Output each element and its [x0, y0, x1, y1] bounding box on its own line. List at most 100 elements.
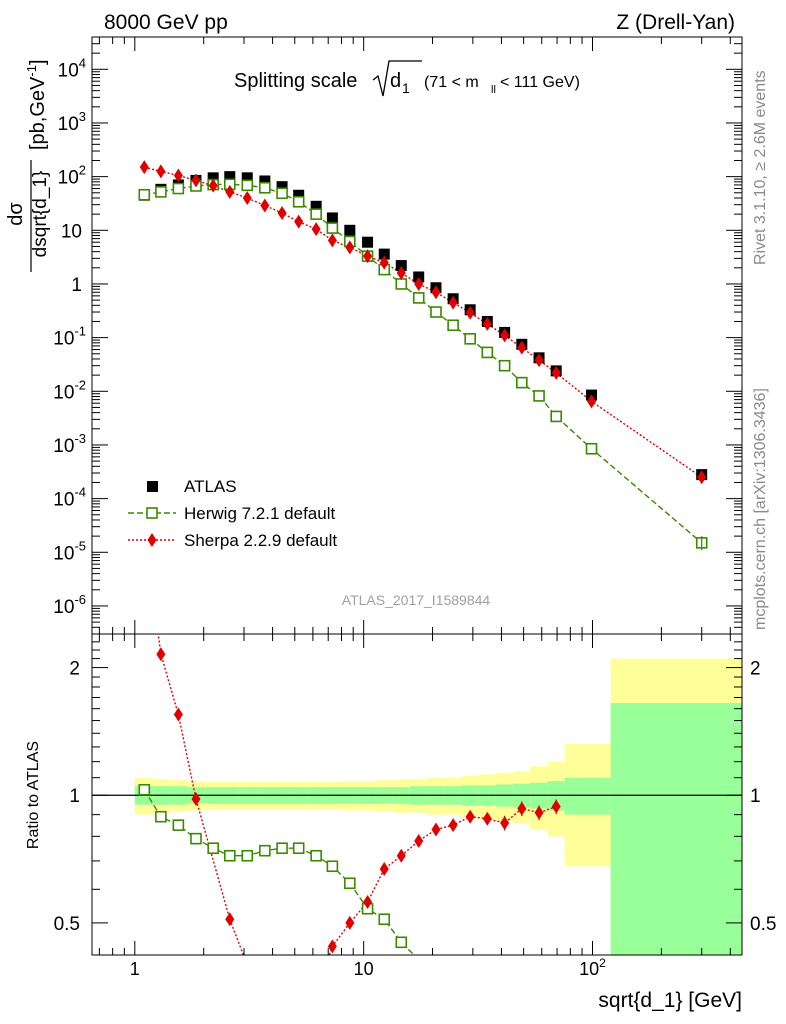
ratio-y-tick-label: 0.5 [54, 914, 80, 935]
sherpa-data-point [587, 394, 597, 409]
y-tick-label-exp: 2 [79, 163, 86, 178]
svg-text:1: 1 [402, 80, 410, 96]
atlas-data-point [241, 172, 253, 184]
atlas-data-point [344, 224, 356, 236]
ratio-y-axis-label: Ratio to ATLAS [25, 741, 42, 849]
ylabel-unit-sup: -1 [24, 65, 39, 77]
title-cut-b: < 111 GeV) [500, 74, 580, 91]
y-tick-label: 102 [58, 163, 86, 189]
ratio-herwig-point [207, 842, 219, 855]
ylabel-unit-b: ] [27, 59, 49, 65]
ratio-sherpa-line-high [328, 805, 557, 955]
title-cut-sub: ll [491, 84, 496, 96]
ratio-sherpa-line-low [157, 634, 245, 955]
ratio-herwig-point [241, 849, 254, 862]
ratio-sherpa-point [431, 822, 441, 837]
y-tick-label-base: 10 [53, 382, 74, 403]
ylabel-numerator: dσ [5, 202, 27, 226]
x-tick-label-base: 10 [354, 959, 374, 979]
herwig-data-point [464, 333, 476, 345]
svg-text:ll: ll [491, 84, 496, 96]
atlas-data-point [362, 236, 374, 248]
y-tick-label-exp: 4 [79, 55, 86, 70]
y-tick-label: 10-5 [53, 538, 86, 564]
ratio-herwig-point [292, 842, 305, 855]
y-tick-label-exp: -4 [74, 485, 86, 500]
herwig-data-point [172, 182, 185, 195]
y-tick-label-base: 10 [53, 543, 74, 564]
legend-marker-atlas [147, 481, 158, 492]
plot-title: Splitting scale d 1 (71 < m ll < 111 GeV… [234, 60, 580, 97]
svg-text:Splitting scale: Splitting scale [234, 70, 357, 92]
sherpa-line [144, 166, 703, 478]
sherpa-data-point [431, 285, 441, 300]
sherpa-data-point [517, 340, 527, 355]
side-text-mcplots: mcplots.cern.ch [arXiv:1306.3436] [752, 388, 769, 630]
title-var-sub: 1 [402, 80, 410, 96]
herwig-data-point [310, 208, 322, 220]
ylabel-denominator: dsqrt{d_1} [30, 171, 51, 258]
herwig-data-point [292, 195, 305, 208]
sherpa-data-point [225, 184, 235, 199]
title-main: Splitting scale [234, 70, 357, 92]
y-tick-label-base: 10 [53, 597, 74, 618]
y-tick-label-exp: -3 [74, 431, 86, 446]
x-tick-label: 10 [354, 959, 374, 979]
title-sqrt-sign [372, 60, 422, 97]
y-tick-label-exp: 3 [79, 109, 86, 124]
sherpa-data-point [242, 190, 252, 205]
ratio-y-tick-label-right: 0.5 [750, 914, 776, 935]
legend-marker-herwig [146, 507, 158, 519]
sherpa-data-point [500, 328, 510, 343]
legend-label-herwig: Herwig 7.2.1 default [184, 504, 335, 523]
sherpa-data-point [465, 305, 475, 320]
ratio-herwig-point [172, 819, 185, 831]
header-process-left: 8000 GeV pp [104, 11, 228, 34]
sherpa-data-point [311, 222, 321, 237]
herwig-data-point [585, 442, 598, 455]
ratio-herwig-point [378, 913, 391, 926]
ratio-herwig-point [155, 810, 167, 823]
y-tick-label: 10-2 [53, 377, 86, 403]
atlas-data-point [259, 175, 271, 187]
ratio-herwig-point [276, 842, 288, 855]
y-tick-label-base: 10 [61, 221, 82, 242]
sherpa-data-point [260, 198, 270, 213]
x-axis-label: sqrt{d_1} [GeV] [598, 989, 742, 1012]
y-tick-label: 10-6 [53, 592, 86, 618]
band-inner [564, 777, 611, 815]
main-y-axis-label: dσ dsqrt{d_1} [pb,GeV-1] [5, 59, 51, 272]
herwig-data-point [412, 292, 425, 304]
sherpa-data-point [414, 276, 424, 291]
x-tick-label-base: 1 [130, 959, 140, 979]
y-tick-label: 10-3 [53, 431, 86, 457]
legend-label-sherpa: Sherpa 2.2.9 default [184, 531, 337, 550]
ratio-sherpa-point [465, 809, 475, 824]
ratio-sherpa-point [379, 861, 389, 876]
sherpa-data-point [294, 214, 304, 229]
atlas-data-point [224, 171, 236, 183]
title-cut-a: (71 < m [424, 74, 479, 91]
svg-text:< 111 GeV): < 111 GeV) [500, 74, 580, 91]
herwig-data-point [138, 188, 151, 201]
y-tick-label-base: 10 [53, 490, 74, 511]
sherpa-data-point [208, 178, 218, 193]
x-tick-label: 102 [579, 956, 606, 979]
ratio-sherpa-point [482, 811, 492, 826]
ratio-herwig-line [143, 789, 416, 955]
ratio-herwig-point [344, 877, 356, 890]
x-tick-label: 1 [130, 959, 140, 979]
atlas-data-point [395, 260, 407, 272]
y-tick-label: 104 [58, 55, 86, 81]
atlas-data-point [310, 200, 322, 212]
herwig-data-point [259, 181, 271, 194]
y-tick-label: 1 [71, 275, 82, 296]
herwig-data-point [241, 179, 254, 192]
legend-marker-sherpa [147, 533, 157, 547]
ratio-sherpa-point [414, 833, 424, 848]
sherpa-data-point [551, 365, 561, 380]
ratio-sherpa-point [327, 939, 337, 954]
ratio-herwig-point [395, 936, 408, 949]
